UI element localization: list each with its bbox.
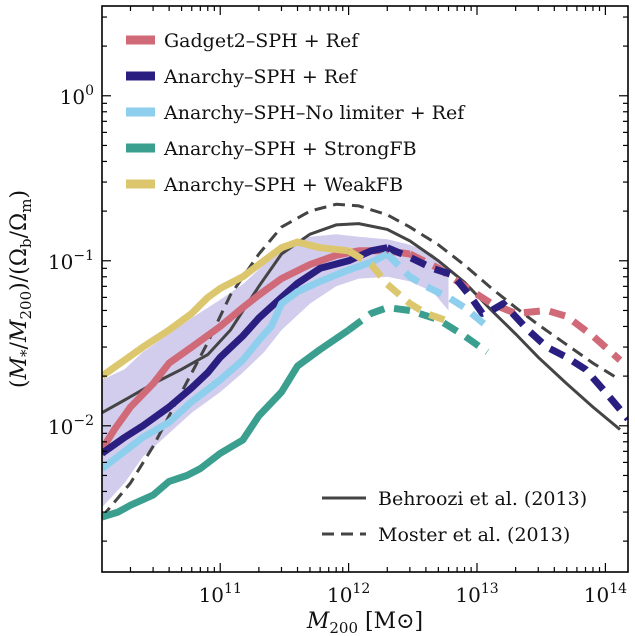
series-line-anarchy-sph-weakfb bbox=[102, 238, 349, 379]
y-tick-label: 10−2 bbox=[48, 413, 94, 439]
reference-curve-moster-et-al-2013 bbox=[102, 202, 621, 518]
legend-label-anarchy-sph-no-limiter-ref: Anarchy–SPH–No limiter + Ref bbox=[163, 102, 466, 124]
legend-label-anarchy-sph-weakfb: Anarchy–SPH + WeakFB bbox=[163, 174, 403, 196]
series-line-dashed-anarchy-sph-no-limiter-ref bbox=[384, 251, 494, 333]
series-layer bbox=[102, 238, 628, 521]
reference-curve-behroozi-et-al-2013 bbox=[102, 222, 621, 431]
legend-label-anarchy-sph-strongfb: Anarchy–SPH + StrongFB bbox=[163, 138, 417, 160]
series-line-anarchy-sph-no-limiter-ref bbox=[102, 250, 389, 472]
series-line-dashed-anarchy-sph-ref bbox=[385, 244, 628, 422]
legend-series: Gadget2–SPH + Ref Anarchy–SPH + Ref Anarch… bbox=[126, 30, 466, 196]
x-tick-label: 1014 bbox=[584, 581, 627, 607]
series-line-dashed-gadget2-sph-ref bbox=[408, 250, 623, 363]
y-tick-label: 100 bbox=[60, 83, 94, 109]
x-tick-label: 1013 bbox=[455, 581, 498, 607]
tick-labels-layer: 1011 1012 1013 1014 10−2 10−1 100 bbox=[48, 83, 627, 607]
series-line-anarchy-sph-strongfb bbox=[102, 327, 351, 521]
x-axis-label: M200 [M⊙] bbox=[306, 609, 423, 636]
x-tick-label: 1012 bbox=[327, 581, 370, 607]
legend-label-anarchy-sph-ref: Anarchy–SPH + Ref bbox=[163, 66, 358, 88]
series-line-dashed-anarchy-sph-strongfb bbox=[346, 304, 490, 355]
ticks-layer bbox=[102, 6, 628, 572]
legend-label-behroozi-et-al-2013: Behroozi et al. (2013) bbox=[378, 488, 587, 510]
x-tick-label: 1011 bbox=[199, 581, 242, 607]
y-tick-label: 10−1 bbox=[48, 248, 94, 274]
y-axis-label: (M*/M200)/(Ωb/Ωm) bbox=[7, 190, 35, 388]
plot-frame bbox=[101, 5, 629, 573]
reference-curves-layer bbox=[102, 202, 621, 518]
legend-label-gadget2-sph-ref: Gadget2–SPH + Ref bbox=[164, 30, 360, 52]
series-line-dashed-anarchy-sph-weakfb bbox=[346, 247, 450, 325]
series-line-anarchy-sph-ref bbox=[102, 244, 388, 457]
legend-label-moster-et-al-2013: Moster et al. (2013) bbox=[378, 524, 570, 546]
legend-references: Behroozi et al. (2013) Moster et al. (201… bbox=[322, 488, 587, 546]
